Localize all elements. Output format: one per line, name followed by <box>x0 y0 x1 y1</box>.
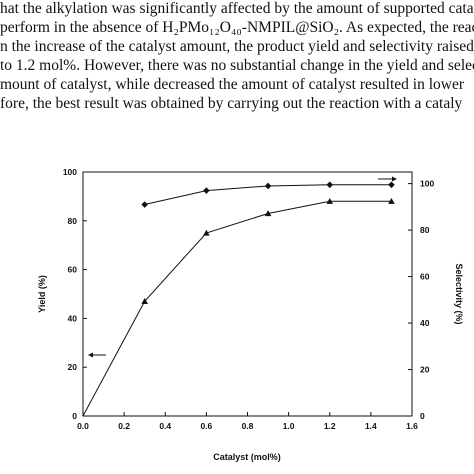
x-tick-label: 0.2 <box>118 421 130 431</box>
x-tick-label: 1.6 <box>406 421 418 431</box>
text-line: fore, the best result was obtained by ca… <box>0 95 463 112</box>
y-tick-label: 0 <box>72 411 77 421</box>
x-tick-label: 1.0 <box>283 421 295 431</box>
y2-tick-label: 80 <box>420 225 430 235</box>
text-line: perform in the absence of H₂PMo₁₂O₄₀-NMP… <box>0 19 474 36</box>
x-tick-label: 1.2 <box>324 421 336 431</box>
axis-indicators <box>88 176 397 358</box>
y-tick-label: 80 <box>68 216 78 226</box>
paragraph-text: hat the alkylation was significantly aff… <box>0 0 474 118</box>
data-point-left <box>326 197 334 204</box>
data-point-left <box>264 210 272 217</box>
plot-frame <box>82 171 413 417</box>
x-tick-label: 0.8 <box>242 421 254 431</box>
y-tick-label: 60 <box>68 265 78 275</box>
series-line-left <box>82 200 392 417</box>
y2-tick-label: 100 <box>420 179 434 189</box>
text-line: n the increase of the catalyst amount, t… <box>0 38 474 55</box>
x-tick-label: 0.4 <box>159 421 171 431</box>
text-line: mount of catalyst, while decreased the a… <box>0 76 464 93</box>
y2-tick-label: 60 <box>420 272 430 282</box>
series-layer <box>82 181 395 417</box>
data-point-left <box>203 229 210 236</box>
data-point-right <box>141 201 148 208</box>
x-tick-label: 0.0 <box>77 421 89 431</box>
x-axis-title: Catalyst (mol%) <box>213 452 281 462</box>
data-point-right <box>326 181 334 189</box>
y2-tick-label: 20 <box>420 365 430 375</box>
text-line: hat the alkylation was significantly aff… <box>0 0 474 17</box>
y2-tick-label: 40 <box>420 318 430 328</box>
data-point-left <box>388 197 395 204</box>
text-line: to 1.2 mol%. However, there was no subst… <box>0 57 474 74</box>
y2-tick-label: 0 <box>420 411 425 421</box>
data-point-right <box>203 187 210 194</box>
data-point-right <box>264 182 272 190</box>
data-point-right <box>388 181 395 189</box>
y-tick-label: 40 <box>68 313 78 323</box>
y-axis-title: Yield (%) <box>37 275 47 313</box>
left-axis-arrowhead <box>88 352 93 358</box>
y-tick-label: 100 <box>63 167 77 177</box>
data-point-left <box>141 298 148 304</box>
x-tick-label: 1.4 <box>365 421 377 431</box>
x-tick-label: 0.6 <box>200 421 212 431</box>
y2-axis-title: Selectivity (%) <box>454 263 464 324</box>
axis-ticks: 0.0 0.2 0.4 0.6 0.8 1.0 1.2 1.4 1.60204060801000… <box>63 167 435 431</box>
right-axis-arrowhead <box>392 176 397 182</box>
y-tick-label: 20 <box>68 362 78 372</box>
